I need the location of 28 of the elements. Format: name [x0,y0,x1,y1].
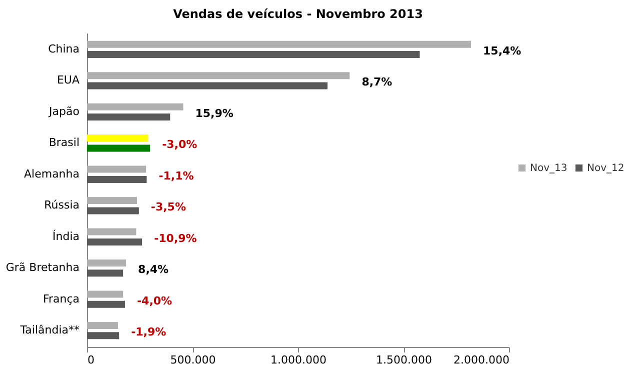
legend-label: Nov_13 [530,163,568,174]
annotation: -10,9% [154,232,197,245]
chart-title: Vendas de veículos - Novembro 2013 [173,7,423,21]
y-tick-label: Japão [48,104,80,118]
annotation: -3,5% [150,200,186,214]
y-tick-label: Índia [52,228,80,243]
x-tick-label: 0 [88,354,94,366]
y-tick-label: China [48,42,80,56]
annotation: 15,4% [483,44,522,58]
x-tick-label: 500.000 [170,354,216,366]
annotation: -4,0% [136,294,172,308]
y-tick-label: EUA [56,74,80,87]
y-tick-label: França [42,292,80,306]
y-tick-label: Grã Bretanha [6,261,80,274]
annotation: 15,9% [195,106,234,120]
annotation: -1,1% [158,169,194,182]
annotation: -1,9% [131,326,166,339]
x-tick-label: 1.500.000 [376,354,432,366]
legend-label: Nov_12 [587,163,624,174]
x-tick-label: 2.000.000 [454,354,510,366]
annotation: -3,0% [162,138,198,152]
y-tick-label: Tailândia** [19,324,80,337]
annotation: 8,7% [362,76,392,89]
x-tick-label: 1.000.000 [270,354,326,366]
y-tick-label: Brasil [48,136,80,150]
y-tick-label: Alemanha [24,167,80,180]
y-tick-label: Rússia [44,198,80,212]
annotation: 8,4% [138,263,169,276]
